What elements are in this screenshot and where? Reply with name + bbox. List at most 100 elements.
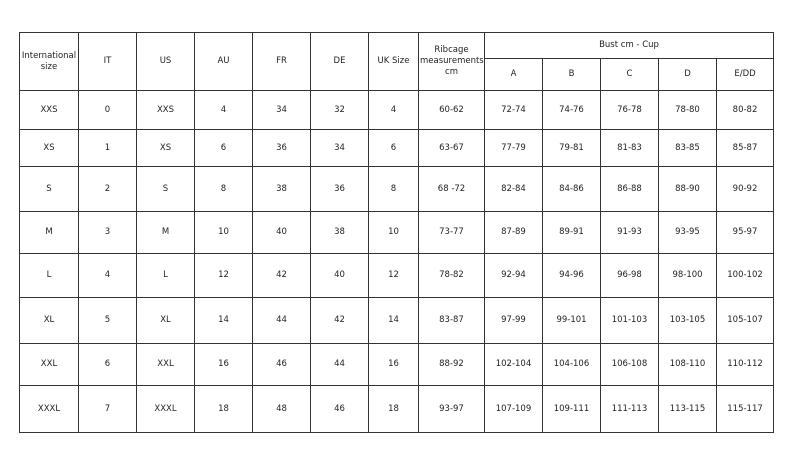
- table-cell: 108-110: [658, 343, 717, 386]
- table-row: XXL 6 XXL 16 46 44 16 88-92 102-104 104-106 106-10…: [19, 343, 775, 386]
- table-cell: 42: [252, 253, 311, 298]
- table-cell: 42: [310, 297, 369, 344]
- table-cell: XXL: [19, 343, 79, 386]
- table-cell: 6: [78, 343, 137, 386]
- table-cell: XS: [136, 129, 195, 167]
- table-cell: 48: [252, 385, 311, 433]
- table-cell: 88-90: [658, 166, 717, 212]
- table-cell: 44: [310, 343, 369, 386]
- table-cell: XS: [19, 129, 79, 167]
- table-cell: 1: [78, 129, 137, 167]
- header-fr: FR: [252, 32, 311, 91]
- table-cell: L: [19, 253, 79, 298]
- header-cup: B: [542, 58, 601, 91]
- header-it: IT: [78, 32, 137, 91]
- table-cell: XXS: [19, 90, 79, 130]
- table-cell: 113-115: [658, 385, 717, 433]
- table-cell: 82-84: [484, 166, 543, 212]
- table-cell: 68 -72: [418, 166, 485, 212]
- table-cell: 73-77: [418, 211, 485, 254]
- table-cell: 89-91: [542, 211, 601, 254]
- table-cell: 101-103: [600, 297, 659, 344]
- header-uk-size: UK Size: [368, 32, 419, 91]
- table-cell: 6: [368, 129, 419, 167]
- table-cell: 87-89: [484, 211, 543, 254]
- table-cell: 18: [194, 385, 253, 433]
- table-cell: 46: [310, 385, 369, 433]
- table-cell: 83-87: [418, 297, 485, 344]
- table-cell: 80-82: [715, 90, 775, 130]
- header-us: US: [136, 32, 195, 91]
- table-cell: 78-80: [658, 90, 717, 130]
- table-cell: M: [19, 211, 79, 254]
- table-cell: 81-83: [600, 129, 659, 167]
- size-chart-table: International size IT US AU FR DE UK Siz…: [19, 32, 775, 433]
- table-cell: 93-95: [658, 211, 717, 254]
- table-cell: 10: [194, 211, 253, 254]
- header-ribcage: Ribcage measurements cm: [418, 32, 485, 91]
- table-cell: 0: [78, 90, 137, 130]
- table-row: XL 5 XL 14 44 42 14 83-87 97-99 99-101 101-103 103-…: [19, 297, 775, 344]
- table-cell: 79-81: [542, 129, 601, 167]
- table-cell: 105-107: [715, 297, 775, 344]
- table-row: S 2 S 8 38 36 8 68 -72 82-84 84-86 86-88 88-90 90-92: [19, 166, 775, 212]
- table-cell: 4: [368, 90, 419, 130]
- header-cup: D: [658, 58, 717, 91]
- table-cell: L: [136, 253, 195, 298]
- table-cell: 63-67: [418, 129, 485, 167]
- header-cup: C: [600, 58, 659, 91]
- table-cell: 93-97: [418, 385, 485, 433]
- table-cell: 91-93: [600, 211, 659, 254]
- table-cell: XXL: [136, 343, 195, 386]
- table-cell: 76-78: [600, 90, 659, 130]
- table-cell: 95-97: [715, 211, 775, 254]
- table-cell: XXXL: [136, 385, 195, 433]
- table-cell: 60-62: [418, 90, 485, 130]
- table-cell: XL: [19, 297, 79, 344]
- table-cell: 74-76: [542, 90, 601, 130]
- table-cell: 83-85: [658, 129, 717, 167]
- table-cell: 2: [78, 166, 137, 212]
- table-cell: 8: [194, 166, 253, 212]
- table-cell: 72-74: [484, 90, 543, 130]
- table-cell: 100-102: [715, 253, 775, 298]
- table-cell: 10: [368, 211, 419, 254]
- table-cell: 4: [194, 90, 253, 130]
- header-cup: E/DD: [715, 58, 775, 91]
- table-cell: 98-100: [658, 253, 717, 298]
- table-cell: 46: [252, 343, 311, 386]
- table-cell: 8: [368, 166, 419, 212]
- table-cell: XXS: [136, 90, 195, 130]
- table-cell: 36: [310, 166, 369, 212]
- table-cell: 78-82: [418, 253, 485, 298]
- table-cell: 12: [194, 253, 253, 298]
- table-cell: 107-109: [484, 385, 543, 433]
- table-cell: 94-96: [542, 253, 601, 298]
- header-international-size: International size: [19, 32, 79, 91]
- table-cell: 6: [194, 129, 253, 167]
- table-cell: 99-101: [542, 297, 601, 344]
- table-cell: 34: [310, 129, 369, 167]
- table-cell: 4: [78, 253, 137, 298]
- table-cell: XXXL: [19, 385, 79, 433]
- table-cell: 16: [368, 343, 419, 386]
- table-cell: S: [19, 166, 79, 212]
- table-cell: 32: [310, 90, 369, 130]
- table-cell: 85-87: [715, 129, 775, 167]
- table-row: M 3 M 10 40 38 10 73-77 87-89 89-91 91-93 93-95 95-9…: [19, 211, 775, 254]
- table-row: XXXL 7 XXXL 18 48 46 18 93-97 107-109 109-111 111-…: [19, 385, 775, 433]
- table-cell: 14: [368, 297, 419, 344]
- table-cell: S: [136, 166, 195, 212]
- table-cell: 14: [194, 297, 253, 344]
- table-cell: 84-86: [542, 166, 601, 212]
- table-row: XXS 0 XXS 4 34 32 4 60-62 72-74 74-76 76-78 78-80 80…: [19, 90, 775, 130]
- table-cell: 109-111: [542, 385, 601, 433]
- table-cell: 92-94: [484, 253, 543, 298]
- table-cell: 38: [310, 211, 369, 254]
- table-cell: 111-113: [600, 385, 659, 433]
- table-cell: 86-88: [600, 166, 659, 212]
- table-row: XS 1 XS 6 36 34 6 63-67 77-79 79-81 81-83 83-85 85-8…: [19, 129, 775, 167]
- table-cell: 12: [368, 253, 419, 298]
- table-cell: 38: [252, 166, 311, 212]
- table-cell: 7: [78, 385, 137, 433]
